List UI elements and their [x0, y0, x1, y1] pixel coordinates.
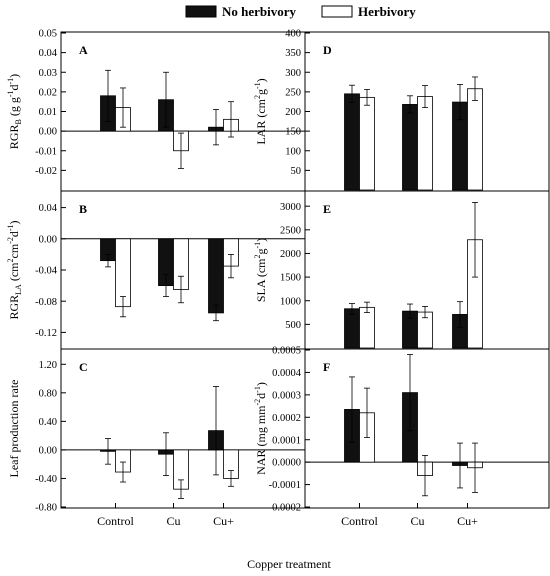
- legend: No herbivory Herbivory: [185, 4, 416, 19]
- panel-d: D 50 100 150 200 250 300 350 400 LAR (cm2g-1): [253, 29, 550, 192]
- ytick-label-c-2: 0.00: [39, 446, 57, 457]
- xtick-label-f-2: Cu+: [457, 514, 478, 528]
- xtick-label-c-1: Cu: [166, 514, 180, 528]
- panel-frame-a: [60, 31, 306, 192]
- panel-label-a: A: [79, 43, 88, 57]
- y-axis-title-e: SLA (cm2g-1): [253, 238, 268, 302]
- ytick-label-d-5: 300: [285, 68, 301, 79]
- ytick-label-e-0: 500: [285, 320, 301, 331]
- panel-label-b: B: [79, 202, 87, 216]
- panel-b: B -0.12 -0.08 -0.04 0.00 0.04 RGRLA (cm2cm-2d-…: [6, 190, 306, 350]
- ytick-label-a-6: 0.04: [39, 48, 58, 59]
- y-axis-title-d: LAR (cm2g-1): [253, 78, 268, 144]
- ytick-label-a-3: 0.01: [39, 107, 57, 118]
- ytick-label-a-4: 0.02: [39, 87, 57, 98]
- xtick-label-f-1: Cu: [410, 514, 424, 528]
- ytick-label-b-3: 0.00: [39, 234, 57, 245]
- ytick-label-d-2: 150: [285, 127, 301, 138]
- y-axis-title-c: Leaf production rate: [7, 380, 21, 478]
- ytick-label-a-1: -0.01: [35, 146, 57, 157]
- legend-label-no-herbivory: No herbivory: [222, 4, 297, 19]
- y-axis-title-b: RGRLA (cm2cm-2d-1): [6, 220, 23, 319]
- panel-a: A -0.02 -0.01 0.00 0.01 0.02 0.03 0.04 0.05 RGRB …: [6, 29, 306, 192]
- ytick-label-b-0: -0.12: [35, 328, 57, 339]
- xtick-label-f-0: Control: [341, 514, 378, 528]
- y-axis-title-f: NAR (mg mm-2d-1): [253, 382, 268, 475]
- ytick-label-d-6: 350: [285, 48, 301, 59]
- bar-d-no-herbivory-cu: [402, 104, 418, 191]
- ytick-label-c-3: 0.40: [39, 417, 57, 428]
- bar-b-no-herbivory-cu-plus: [208, 238, 224, 314]
- ytick-label-f-6: 0.0004: [272, 368, 302, 379]
- ytick-label-d-7: 400: [285, 29, 301, 40]
- ytick-label-a-7: 0.05: [39, 29, 57, 40]
- ytick-label-c-1: -0.40: [35, 474, 57, 485]
- legend-swatch-herbivory: [321, 5, 353, 18]
- ytick-label-b-1: -0.08: [35, 297, 57, 308]
- bar-d-no-herbivory-control: [344, 93, 360, 191]
- ytick-label-e-2: 1500: [280, 273, 301, 284]
- panel-label-d: D: [323, 43, 332, 57]
- legend-label-herbivory: Herbivory: [358, 4, 416, 19]
- bar-e-no-herbivory-control: [344, 308, 360, 349]
- panel-label-c: C: [79, 360, 88, 374]
- ytick-label-e-4: 2500: [280, 225, 301, 236]
- legend-swatch-no-herbivory: [185, 5, 217, 18]
- ytick-label-d-0: 50: [291, 166, 302, 177]
- ytick-label-f-1: -0.0001: [269, 480, 301, 491]
- bar-d-herbivory-cu: [417, 96, 433, 191]
- ytick-label-f-4: 0.0002: [272, 413, 301, 424]
- ytick-label-e-3: 2000: [280, 249, 301, 260]
- ytick-label-e-5: 3000: [280, 202, 301, 213]
- ytick-label-d-1: 100: [285, 146, 301, 157]
- ytick-label-f-0: -0.0002: [269, 503, 301, 514]
- ytick-label-a-5: 0.03: [39, 68, 57, 79]
- ytick-label-b-4: 0.04: [39, 203, 58, 214]
- panel-frame-f: [304, 348, 550, 509]
- ytick-label-d-4: 250: [285, 87, 301, 98]
- ytick-label-c-5: 1.20: [39, 360, 57, 371]
- panel-e: E 500 1000 1500 2000 2500 3000 SLA (cm2g-1): [253, 190, 550, 350]
- ytick-label-e-1: 1000: [280, 296, 301, 307]
- ytick-label-f-2: 0.0000: [272, 458, 301, 469]
- ytick-label-a-2: 0.00: [39, 127, 57, 138]
- bar-e-herbivory-control: [359, 306, 375, 349]
- xtick-label-c-0: Control: [97, 514, 134, 528]
- ytick-label-f-7: 0.0005: [272, 346, 301, 357]
- panel-f: F -0.0002 -0.0001 0.0000 0.0001 0.0002 0.0003 0…: [253, 346, 550, 528]
- bar-d-herbivory-cu-plus: [467, 88, 483, 191]
- bar-d-herbivory-control: [359, 96, 375, 191]
- ytick-label-c-0: -0.80: [35, 503, 57, 514]
- ytick-label-f-5: 0.0003: [272, 390, 301, 401]
- panel-label-f: F: [323, 360, 330, 374]
- ytick-label-f-3: 0.0001: [272, 435, 301, 446]
- ytick-label-d-3: 200: [285, 107, 301, 118]
- ytick-label-b-2: -0.04: [35, 266, 58, 277]
- xtick-label-c-2: Cu+: [213, 514, 234, 528]
- panel-label-e: E: [323, 202, 331, 216]
- x-axis-title: Copper treatment: [247, 557, 331, 571]
- chart-panels: A -0.02 -0.01 0.00 0.01 0.02 0.03 0.04 0.05 RGRB …: [6, 29, 550, 528]
- ytick-label-a-0: -0.02: [35, 166, 57, 177]
- ytick-label-c-4: 0.80: [39, 388, 57, 399]
- y-axis-title-a: RGRB (g g-1d-1): [6, 74, 23, 149]
